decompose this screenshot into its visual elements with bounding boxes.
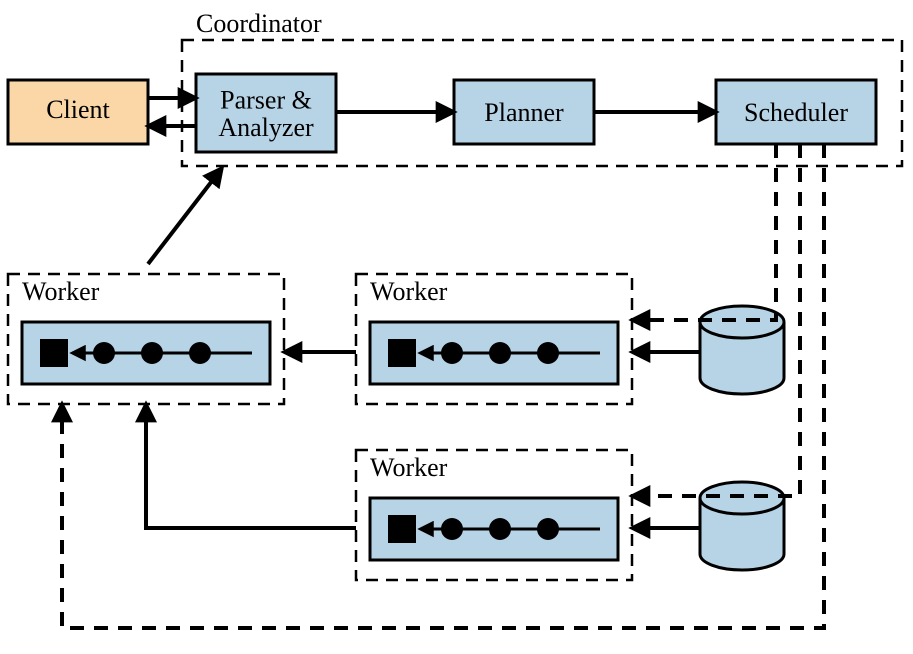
arrow-dashed-0 bbox=[632, 144, 776, 320]
pipeline-dot bbox=[93, 342, 115, 364]
arrow-solid-4 bbox=[148, 168, 222, 264]
pipeline-dot bbox=[441, 518, 463, 540]
pipeline-head-icon bbox=[40, 339, 68, 367]
worker-label: Worker bbox=[370, 453, 448, 482]
parser-analyzer-box-label: Analyzer bbox=[218, 113, 314, 142]
arrow-solid-8 bbox=[146, 404, 356, 528]
worker-label: Worker bbox=[22, 277, 100, 306]
pipeline-dot bbox=[537, 518, 559, 540]
planner-box: Planner bbox=[454, 80, 594, 144]
pipeline-dot bbox=[441, 342, 463, 364]
scheduler-box: Scheduler bbox=[716, 80, 876, 144]
pipeline-head-icon bbox=[388, 515, 416, 543]
worker-box-0: Worker bbox=[8, 274, 284, 404]
pipeline-dot bbox=[537, 342, 559, 364]
pipeline-dot bbox=[489, 342, 511, 364]
parser-analyzer-box: Parser &Analyzer bbox=[196, 74, 336, 152]
client-box: Client bbox=[8, 80, 148, 144]
planner-box-label: Planner bbox=[484, 98, 564, 127]
worker-label: Worker bbox=[370, 277, 448, 306]
worker-box-2: Worker bbox=[356, 450, 632, 580]
pipeline-dot bbox=[489, 518, 511, 540]
scheduler-box-label: Scheduler bbox=[744, 98, 848, 127]
client-label: Client bbox=[46, 95, 110, 124]
pipeline-dot bbox=[141, 342, 163, 364]
pipeline-head-icon bbox=[388, 339, 416, 367]
coordinator-label: Coordinator bbox=[196, 9, 322, 38]
worker-box-1: Worker bbox=[356, 274, 632, 404]
parser-analyzer-box-label: Parser & bbox=[220, 85, 312, 114]
pipeline-dot bbox=[189, 342, 211, 364]
